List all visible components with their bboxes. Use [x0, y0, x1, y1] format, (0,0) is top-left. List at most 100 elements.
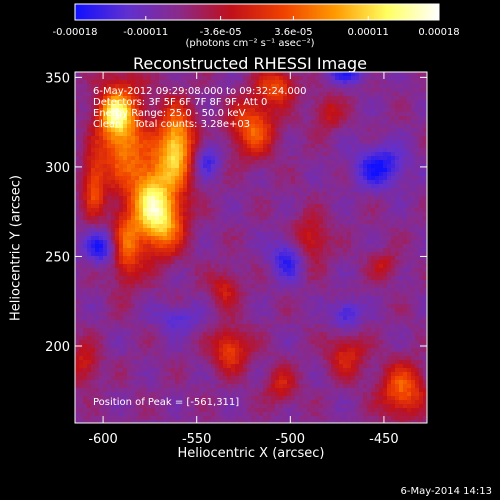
- heatmap-cell: [135, 96, 139, 100]
- heatmap-cell: [115, 104, 119, 108]
- heatmap-cell: [395, 208, 399, 212]
- heatmap-cell: [107, 236, 111, 240]
- heatmap-cell: [323, 284, 327, 288]
- heatmap-cell: [315, 180, 319, 184]
- heatmap-cell: [215, 144, 219, 148]
- heatmap-cell: [403, 172, 407, 176]
- heatmap-cell: [263, 208, 267, 212]
- heatmap-cell: [255, 268, 259, 272]
- heatmap-cell: [83, 116, 87, 120]
- heatmap-cell: [243, 124, 247, 128]
- heatmap-cell: [307, 132, 311, 136]
- heatmap-cell: [219, 92, 223, 96]
- heatmap-cell: [351, 192, 355, 196]
- heatmap-cell: [191, 292, 195, 296]
- heatmap-cell: [83, 220, 87, 224]
- heatmap-cell: [287, 244, 291, 248]
- heatmap-cell: [419, 168, 423, 172]
- heatmap-cell: [255, 288, 259, 292]
- heatmap-cell: [371, 232, 375, 236]
- heatmap-cell: [303, 264, 307, 268]
- heatmap-cell: [255, 280, 259, 284]
- heatmap-cell: [319, 200, 323, 204]
- heatmap-cell: [175, 104, 179, 108]
- heatmap-cell: [311, 168, 315, 172]
- heatmap-cell: [91, 72, 95, 76]
- heatmap-cell: [415, 80, 419, 84]
- heatmap-cell: [199, 284, 203, 288]
- heatmap-cell: [323, 120, 327, 124]
- heatmap-cell: [235, 128, 239, 132]
- heatmap-cell: [95, 196, 99, 200]
- heatmap-cell: [315, 160, 319, 164]
- heatmap-cell: [371, 200, 375, 204]
- heatmap-cell: [347, 204, 351, 208]
- heatmap-cell: [203, 172, 207, 176]
- heatmap-cell: [351, 84, 355, 88]
- heatmap-cell: [207, 220, 211, 224]
- heatmap-cell: [159, 116, 163, 120]
- heatmap-cell: [415, 220, 419, 224]
- heatmap-cell: [99, 88, 103, 92]
- heatmap-cell: [119, 196, 123, 200]
- heatmap-cell: [239, 268, 243, 272]
- heatmap-cell: [275, 180, 279, 184]
- heatmap-cell: [143, 200, 147, 204]
- heatmap-cell: [355, 280, 359, 284]
- heatmap-cell: [215, 228, 219, 232]
- heatmap-cell: [171, 292, 175, 296]
- heatmap-cell: [167, 256, 171, 260]
- heatmap-cell: [235, 216, 239, 220]
- heatmap-cell: [263, 180, 267, 184]
- heatmap-cell: [359, 276, 363, 280]
- heatmap-cell: [419, 216, 423, 220]
- heatmap-cell: [367, 76, 371, 80]
- heatmap-cell: [139, 136, 143, 140]
- heatmap-cell: [379, 248, 383, 252]
- heatmap-cell: [311, 180, 315, 184]
- heatmap-cell: [379, 92, 383, 96]
- heatmap-cell: [175, 292, 179, 296]
- heatmap-cell: [115, 220, 119, 224]
- heatmap-cell: [395, 140, 399, 144]
- colorbar-tick-label: 0.00018: [418, 27, 459, 38]
- heatmap-cell: [179, 160, 183, 164]
- heatmap-cell: [139, 128, 143, 132]
- heatmap-cell: [403, 228, 407, 232]
- heatmap-cell: [303, 252, 307, 256]
- heatmap-cell: [379, 276, 383, 280]
- heatmap-cell: [163, 76, 167, 80]
- heatmap-cell: [327, 204, 331, 208]
- heatmap-cell: [159, 224, 163, 228]
- heatmap-cell: [319, 188, 323, 192]
- heatmap-cell: [159, 208, 163, 212]
- heatmap-cell: [419, 228, 423, 232]
- heatmap-cell: [351, 204, 355, 208]
- heatmap-cell: [195, 96, 199, 100]
- heatmap-cell: [395, 260, 399, 264]
- heatmap-cell: [383, 244, 387, 248]
- heatmap-cell: [223, 172, 227, 176]
- heatmap-cell: [79, 100, 83, 104]
- heatmap-cell: [391, 280, 395, 284]
- heatmap-cell: [279, 100, 283, 104]
- heatmap-cell: [343, 280, 347, 284]
- heatmap-cell: [83, 264, 87, 268]
- heatmap-cell: [163, 172, 167, 176]
- heatmap-cell: [179, 176, 183, 180]
- heatmap-cell: [303, 236, 307, 240]
- heatmap-cell: [311, 72, 315, 76]
- heatmap-cell: [315, 136, 319, 140]
- heatmap-cell: [123, 124, 127, 128]
- heatmap-cell: [359, 108, 363, 112]
- heatmap-cell: [295, 72, 299, 76]
- heatmap-cell: [131, 288, 135, 292]
- heatmap-cell: [79, 168, 83, 172]
- heatmap-cell: [319, 208, 323, 212]
- heatmap-cell: [335, 196, 339, 200]
- heatmap-cell: [275, 148, 279, 152]
- heatmap-cell: [391, 284, 395, 288]
- heatmap-cell: [267, 76, 271, 80]
- heatmap-cell: [147, 284, 151, 288]
- heatmap-cell: [215, 256, 219, 260]
